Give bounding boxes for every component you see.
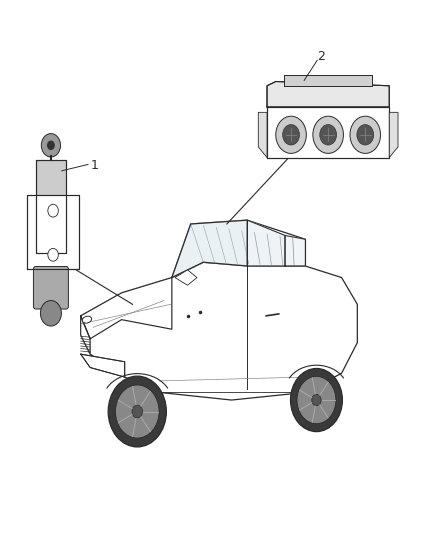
Polygon shape (172, 220, 247, 278)
Polygon shape (81, 354, 125, 377)
Polygon shape (267, 107, 389, 158)
Polygon shape (81, 316, 90, 354)
Polygon shape (81, 262, 357, 400)
Circle shape (47, 141, 55, 150)
Circle shape (357, 125, 374, 145)
Text: 1: 1 (90, 159, 98, 172)
Polygon shape (35, 160, 66, 195)
Circle shape (40, 301, 61, 326)
Circle shape (48, 248, 58, 261)
Polygon shape (172, 220, 305, 278)
Polygon shape (81, 278, 172, 339)
Circle shape (350, 116, 381, 154)
Circle shape (276, 116, 306, 154)
Circle shape (290, 368, 343, 432)
Circle shape (320, 125, 336, 145)
Ellipse shape (82, 316, 92, 323)
Circle shape (108, 376, 166, 447)
Polygon shape (175, 270, 197, 285)
Circle shape (313, 116, 343, 154)
Polygon shape (389, 112, 398, 158)
Polygon shape (258, 112, 267, 158)
Polygon shape (27, 195, 79, 269)
Circle shape (116, 385, 159, 438)
Circle shape (41, 134, 60, 157)
FancyBboxPatch shape (33, 266, 68, 309)
Circle shape (283, 125, 300, 145)
Circle shape (132, 405, 142, 418)
Polygon shape (267, 82, 389, 107)
Text: 2: 2 (317, 50, 325, 63)
Circle shape (48, 204, 58, 217)
Circle shape (312, 394, 321, 406)
Polygon shape (247, 220, 285, 266)
Polygon shape (285, 75, 372, 86)
Polygon shape (285, 236, 305, 266)
Circle shape (297, 376, 336, 424)
